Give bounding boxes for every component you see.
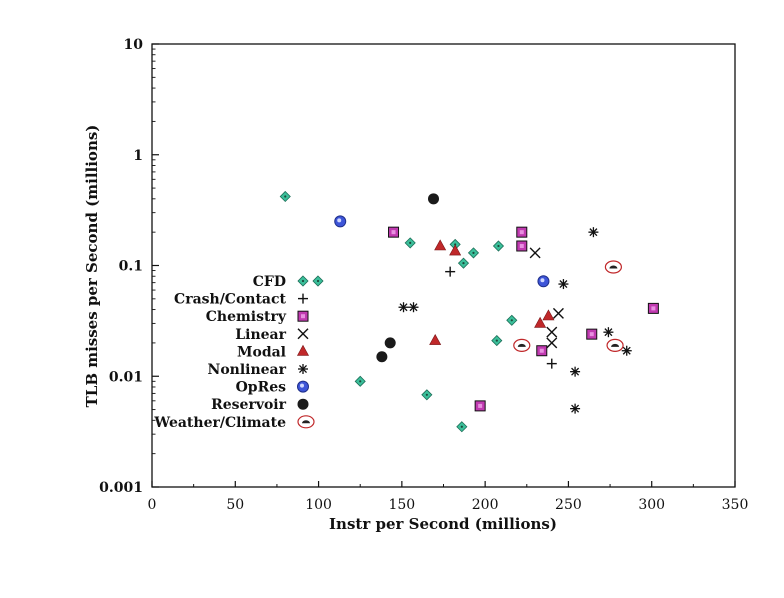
point-chemistry: [516, 226, 528, 238]
point-nonlinear: [588, 227, 599, 238]
point-crash-contact: [546, 358, 557, 369]
y-tick-label: 0.001: [99, 480, 143, 496]
point-weather-climate: [604, 260, 623, 274]
legend-label: Crash/Contact: [174, 292, 286, 308]
data-points: [279, 190, 659, 433]
point-cfd: [492, 240, 505, 252]
point-weather-climate: [606, 338, 624, 352]
point-nonlinear: [408, 302, 419, 313]
legend-marker: [297, 275, 309, 287]
point-opres: [334, 215, 347, 228]
x-axis-label: Instr per Second (millions): [329, 515, 557, 533]
point-chemistry: [474, 400, 486, 412]
legend-marker: [297, 310, 309, 322]
point-linear: [529, 247, 541, 259]
legend-label: Weather/Climate: [153, 415, 286, 431]
legend-label: Chemistry: [206, 309, 287, 325]
x-tick-label: 100: [305, 497, 332, 513]
point-nonlinear: [570, 366, 581, 377]
legend-label: Modal: [237, 344, 286, 360]
point-cfd: [421, 389, 433, 401]
point-chemistry: [536, 345, 548, 357]
point-chemistry: [586, 328, 598, 340]
legend-label: Linear: [235, 327, 286, 343]
y-tick-label: 10: [124, 37, 144, 53]
point-opres: [537, 275, 550, 288]
point-linear: [546, 326, 558, 338]
point-reservoir: [428, 193, 440, 205]
legend-marker: [298, 293, 308, 304]
point-chemistry: [516, 240, 528, 252]
point-modal: [434, 239, 447, 251]
point-linear: [552, 307, 564, 319]
point-modal: [542, 309, 555, 321]
point-cfd: [354, 375, 366, 387]
point-modal: [449, 244, 462, 256]
point-reservoir: [384, 337, 396, 349]
x-tick-label: 200: [472, 497, 499, 513]
point-weather-climate: [513, 338, 531, 352]
point-nonlinear: [558, 279, 569, 290]
point-modal: [429, 333, 442, 345]
x-tick-label: 350: [722, 497, 749, 513]
legend-label: CFD: [253, 274, 286, 290]
point-linear: [546, 337, 558, 349]
legend-marker: [312, 275, 324, 287]
y-tick-label: 1: [133, 148, 143, 164]
point-chemistry: [388, 226, 400, 238]
point-cfd: [457, 257, 470, 269]
point-modal: [534, 316, 547, 328]
x-tick-label: 50: [226, 497, 244, 513]
legend-label: Reservoir: [211, 397, 286, 413]
point-cfd: [279, 190, 291, 203]
legend-label: OpRes: [236, 380, 287, 396]
y-tick-label: 0.1: [119, 259, 143, 275]
x-tick-label: 150: [388, 497, 415, 513]
point-cfd: [456, 421, 468, 433]
legend-marker: [297, 415, 315, 429]
point-nonlinear: [570, 403, 581, 414]
legend-marker: [297, 398, 309, 410]
point-nonlinear: [621, 345, 632, 356]
point-crash-contact: [445, 266, 456, 277]
point-nonlinear: [603, 327, 614, 338]
legend-marker: [297, 380, 309, 393]
legend-marker: [296, 344, 310, 356]
x-tick-label: 0: [148, 497, 157, 513]
point-reservoir: [376, 351, 388, 363]
x-axis: 0 50 100 150 200 250 300 350: [148, 481, 749, 513]
legend-marker: [298, 364, 308, 374]
x-tick-label: 250: [555, 497, 582, 513]
point-cfd: [467, 247, 480, 259]
point-nonlinear: [398, 302, 409, 313]
legend-marker: [297, 328, 309, 340]
y-tick-label: 0.01: [109, 369, 143, 385]
point-cfd: [404, 237, 416, 249]
y-axis: 0.001 0.01 0.1 1 10: [99, 37, 159, 496]
point-cfd: [491, 334, 503, 347]
legend-label: Nonlinear: [208, 362, 287, 378]
point-cfd: [506, 314, 518, 326]
x-tick-label: 300: [638, 497, 665, 513]
y-axis-label: TLB misses per Second (millions): [83, 125, 101, 408]
point-chemistry: [647, 302, 659, 314]
